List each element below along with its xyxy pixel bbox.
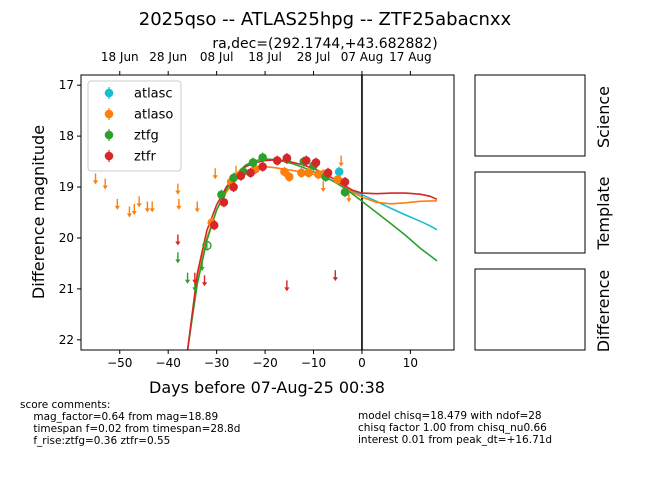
y-tick-label: 19 [59, 180, 74, 194]
top-tick-label: 18 Jun [101, 50, 139, 64]
atlaso-upper-limit [136, 196, 142, 208]
y-axis-label: Difference magnitude [29, 125, 48, 299]
legend-label: ztfg [134, 129, 159, 144]
x-tick-label: −40 [156, 356, 181, 370]
top-tick-label: 08 Jul [200, 50, 234, 64]
legend-label: atlaso [134, 108, 173, 123]
cutout-panels: Science Template Difference [474, 74, 613, 352]
ztfg-model-curve [186, 158, 438, 350]
atlaso-point [284, 171, 294, 182]
atlaso-upper-limit [102, 178, 108, 190]
atlaso-upper-limit [212, 168, 218, 180]
legend-item-ztfr: ztfr [104, 150, 156, 165]
x-tick-label: −50 [107, 356, 132, 370]
ztfr-upper-limit [332, 270, 338, 282]
ztfr-upper-limit [201, 275, 208, 287]
ztfr-upper-limit [192, 272, 198, 284]
legend-label: atlasc [134, 87, 173, 102]
score-comments: score comments: mag_factor=0.64 from mag… [20, 399, 241, 447]
atlaso-upper-limit [175, 183, 181, 195]
ztfr-upper-limit [175, 234, 181, 246]
difference-label: Difference [594, 270, 613, 352]
atlaso-upper-limit [149, 201, 155, 213]
legend-item-atlasc: atlasc [104, 87, 173, 102]
legend-item-ztfg: ztfg [104, 129, 159, 144]
chart-subtitle: ra,dec=(292.1744,+43.682882) [212, 36, 437, 52]
ztfg-upper-limit [184, 272, 191, 284]
atlaso-upper-limit [92, 173, 99, 185]
template-panel [474, 171, 586, 254]
ztfr-point [311, 157, 321, 168]
atlaso-upper-limit [194, 201, 200, 213]
x-tick-label: −20 [252, 356, 277, 370]
y-tick-label: 21 [59, 282, 74, 296]
ztfg-point [248, 157, 258, 168]
atlaso-upper-limit [320, 181, 326, 193]
science-panel [474, 74, 586, 157]
x-tick-label: −30 [204, 356, 229, 370]
top-tick-label: 28 Jun [149, 50, 187, 64]
ztfr-point [340, 176, 350, 187]
y-tick-label: 22 [59, 333, 74, 347]
x-axis-label: Days before 07-Aug-25 00:38 [149, 378, 385, 397]
ztfg-point [217, 189, 226, 200]
ztfg-point [202, 240, 212, 251]
atlaso-upper-limit [338, 155, 344, 167]
atlasc-point [334, 166, 344, 177]
ztfg-upper-limit [199, 259, 205, 271]
ztfr-point [219, 197, 229, 208]
top-tick-label: 07 Aug [341, 50, 384, 64]
ztfr-point [301, 155, 311, 166]
atlaso-upper-limit [144, 201, 150, 213]
science-label: Science [594, 86, 613, 148]
top-tick-label: 28 Jul [297, 50, 331, 64]
ztfr-point [229, 182, 238, 193]
ztfr-point [246, 167, 255, 178]
ztfr-point [323, 167, 333, 178]
x-tick-label: 10 [403, 356, 418, 370]
plot-frame [80, 74, 455, 351]
atlaso-upper-limit [114, 198, 120, 210]
model-comments: model chisq=18.479 with ndof=28 chisq fa… [358, 410, 553, 446]
atlaso-point [333, 174, 343, 185]
y-tick-label: 17 [59, 78, 74, 92]
atlasc-model-curve [347, 188, 438, 231]
template-label: Template [594, 176, 613, 250]
top-tick-label: 18 Jul [248, 50, 282, 64]
legend-item-atlaso: atlaso [104, 108, 173, 123]
ztfr-upper-limit [284, 280, 290, 292]
x-tick-label: 0 [358, 356, 366, 370]
y-tick-label: 18 [59, 129, 74, 143]
ztfr-point [282, 153, 292, 164]
y-tick-label: 20 [59, 231, 74, 245]
ztfr-point [236, 170, 246, 181]
ztfr-point [258, 161, 267, 172]
legend-box [87, 80, 182, 172]
legend-label: ztfr [134, 150, 156, 165]
ztfg-point [258, 152, 267, 163]
ztfg-point [229, 172, 238, 183]
atlaso-point [297, 167, 306, 178]
ztfg-upper-limit [175, 252, 181, 264]
top-tick-label: 17 Aug [389, 50, 432, 64]
ztfr-point [209, 220, 219, 231]
x-tick-label: −10 [301, 356, 326, 370]
ztfr-point [272, 155, 282, 166]
atlaso-point [304, 167, 313, 178]
atlaso-upper-limit [126, 206, 133, 218]
atlaso-upper-limit [131, 203, 137, 215]
ztfr-model-curve [186, 159, 438, 350]
legend: atlasc atlaso ztfg ztfr [87, 80, 182, 172]
atlaso-upper-limit [176, 198, 182, 210]
plot-area [80, 74, 455, 351]
chart-title: 2025qso -- ATLAS25hpg -- ZTF25abacnxx [139, 9, 512, 30]
ztfg-point [340, 187, 350, 198]
difference-panel [474, 268, 586, 351]
